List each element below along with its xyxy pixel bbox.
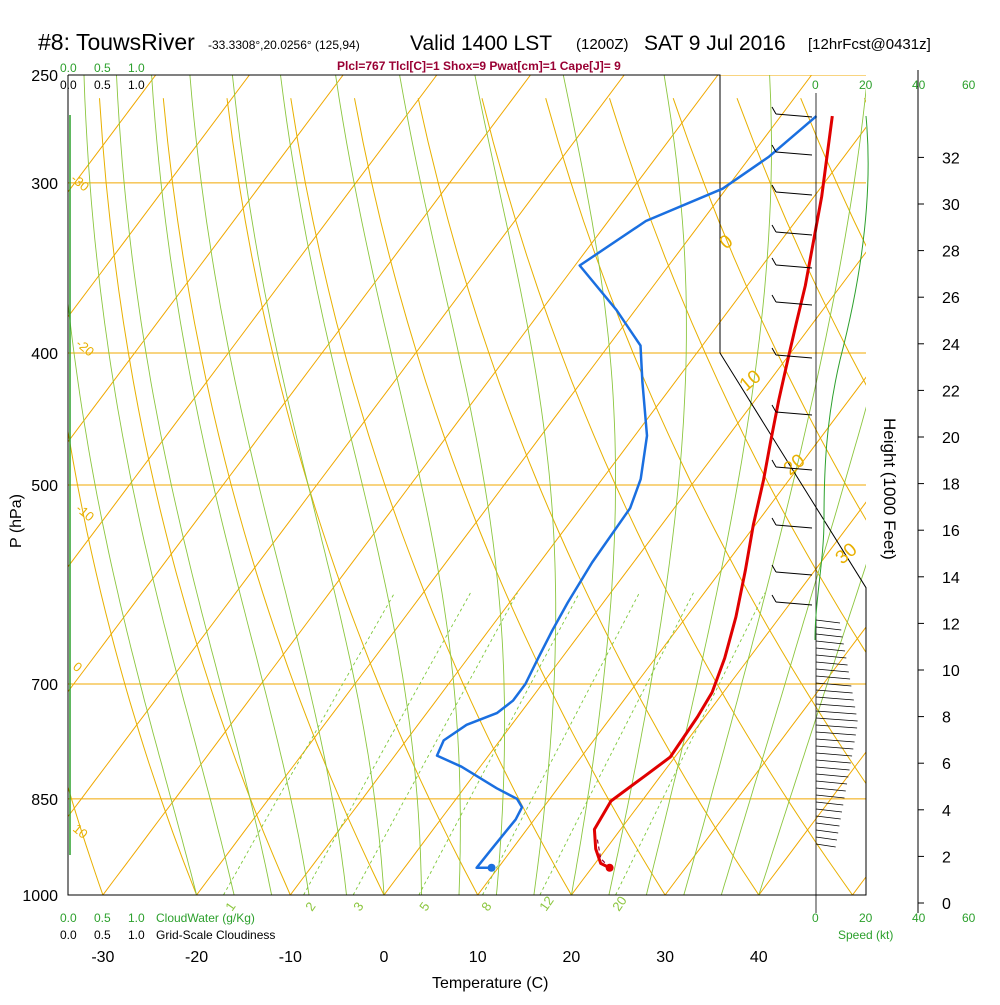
height-tick-label: 16 (942, 523, 960, 540)
pressure-tick-label: 400 (31, 346, 58, 363)
y-axis-label: P (hPa) (8, 494, 25, 548)
height-tick-label: 12 (942, 616, 960, 633)
cloud-tick-bottom-1: 0.5 (94, 928, 111, 942)
height-tick-label: 18 (942, 477, 960, 494)
cloud-tick-top-green-2: 1.0 (128, 61, 145, 75)
temperature-tick-label: 40 (750, 949, 768, 966)
height-tick-label: 22 (942, 383, 960, 400)
height-tick-label: 4 (942, 803, 951, 820)
speed-tick-top-3: 60 (962, 78, 976, 92)
cloud-tick-top-0: 0.0 (60, 78, 77, 92)
surface-dewpoint-marker (488, 864, 496, 872)
temperature-tick-label: 30 (656, 949, 674, 966)
pressure-tick-label: 1000 (22, 888, 58, 905)
height-tick-label: 30 (942, 197, 960, 214)
chart-title: #8: TouwsRiver (38, 29, 195, 55)
forecast-label: [12hrFcst@0431z] (808, 36, 931, 53)
cloud-tick-top-green-1: 0.5 (94, 61, 111, 75)
cloud-tick-bottom-green-0: 0.0 (60, 911, 77, 925)
cloudiness-label: Grid-Scale Cloudiness (156, 928, 275, 942)
pressure-tick-label: 500 (31, 478, 58, 495)
pressure-tick-label: 850 (31, 792, 58, 809)
cloud-tick-bottom-0: 0.0 (60, 928, 77, 942)
cloud-tick-bottom-green-1: 0.5 (94, 911, 111, 925)
height-tick-label: 2 (942, 849, 951, 866)
height-tick-label: 32 (942, 150, 960, 167)
height-tick-label: 6 (942, 756, 951, 773)
height-tick-label: 14 (942, 570, 960, 587)
surface-temperature-marker (606, 864, 614, 872)
pressure-tick-label: 250 (31, 68, 58, 85)
height-tick-label: 0 (942, 896, 951, 913)
cloud-tick-bottom-2: 1.0 (128, 928, 145, 942)
temperature-tick-label: -20 (185, 949, 208, 966)
stability-indices: Plcl=767 Tlcl[C]=1 Shox=9 Pwat[cm]=1 Cap… (337, 59, 621, 73)
cloud-tick-top-1: 0.5 (94, 78, 111, 92)
valid-time: Valid 1400 LST (410, 32, 552, 55)
station-coords: -33.3308°,20.0256° (125,94) (208, 38, 360, 52)
speed-tick-bottom-2: 40 (912, 911, 926, 925)
temperature-tick-label: 10 (469, 949, 487, 966)
speed-tick-top-2: 40 (912, 78, 926, 92)
height-tick-label: 20 (942, 430, 960, 447)
utc-time: (1200Z) (576, 36, 629, 53)
cloud-tick-top-2: 1.0 (128, 78, 145, 92)
temperature-tick-label: -30 (91, 949, 114, 966)
temperature-tick-label: 20 (563, 949, 581, 966)
height-tick-label: 8 (942, 710, 951, 727)
height-tick-label: 10 (942, 663, 960, 680)
cloud-water-label: CloudWater (g/Kg) (156, 911, 255, 925)
speed-tick-bottom-3: 60 (962, 911, 976, 925)
temperature-tick-label: -10 (279, 949, 302, 966)
wind-speed-label: Speed (kt) (838, 928, 893, 942)
height-tick-label: 28 (942, 244, 960, 261)
speed-tick-bottom-0: 0 (812, 911, 819, 925)
cloud-tick-bottom-green-2: 1.0 (128, 911, 145, 925)
x-axis-label: Temperature (C) (432, 975, 548, 992)
height-tick-label: 26 (942, 290, 960, 307)
height-tick-label: 24 (942, 337, 960, 354)
speed-tick-top-0: 0 (812, 78, 819, 92)
temperature-tick-label: 0 (380, 949, 389, 966)
valid-date: SAT 9 Jul 2016 (644, 32, 786, 55)
speed-tick-bottom-1: 20 (859, 911, 873, 925)
height-axis-label: Height (1000 Feet) (880, 418, 899, 560)
pressure-tick-label: 700 (31, 677, 58, 694)
cloud-tick-top-green-0: 0.0 (60, 61, 77, 75)
pressure-tick-label: 300 (31, 176, 58, 193)
